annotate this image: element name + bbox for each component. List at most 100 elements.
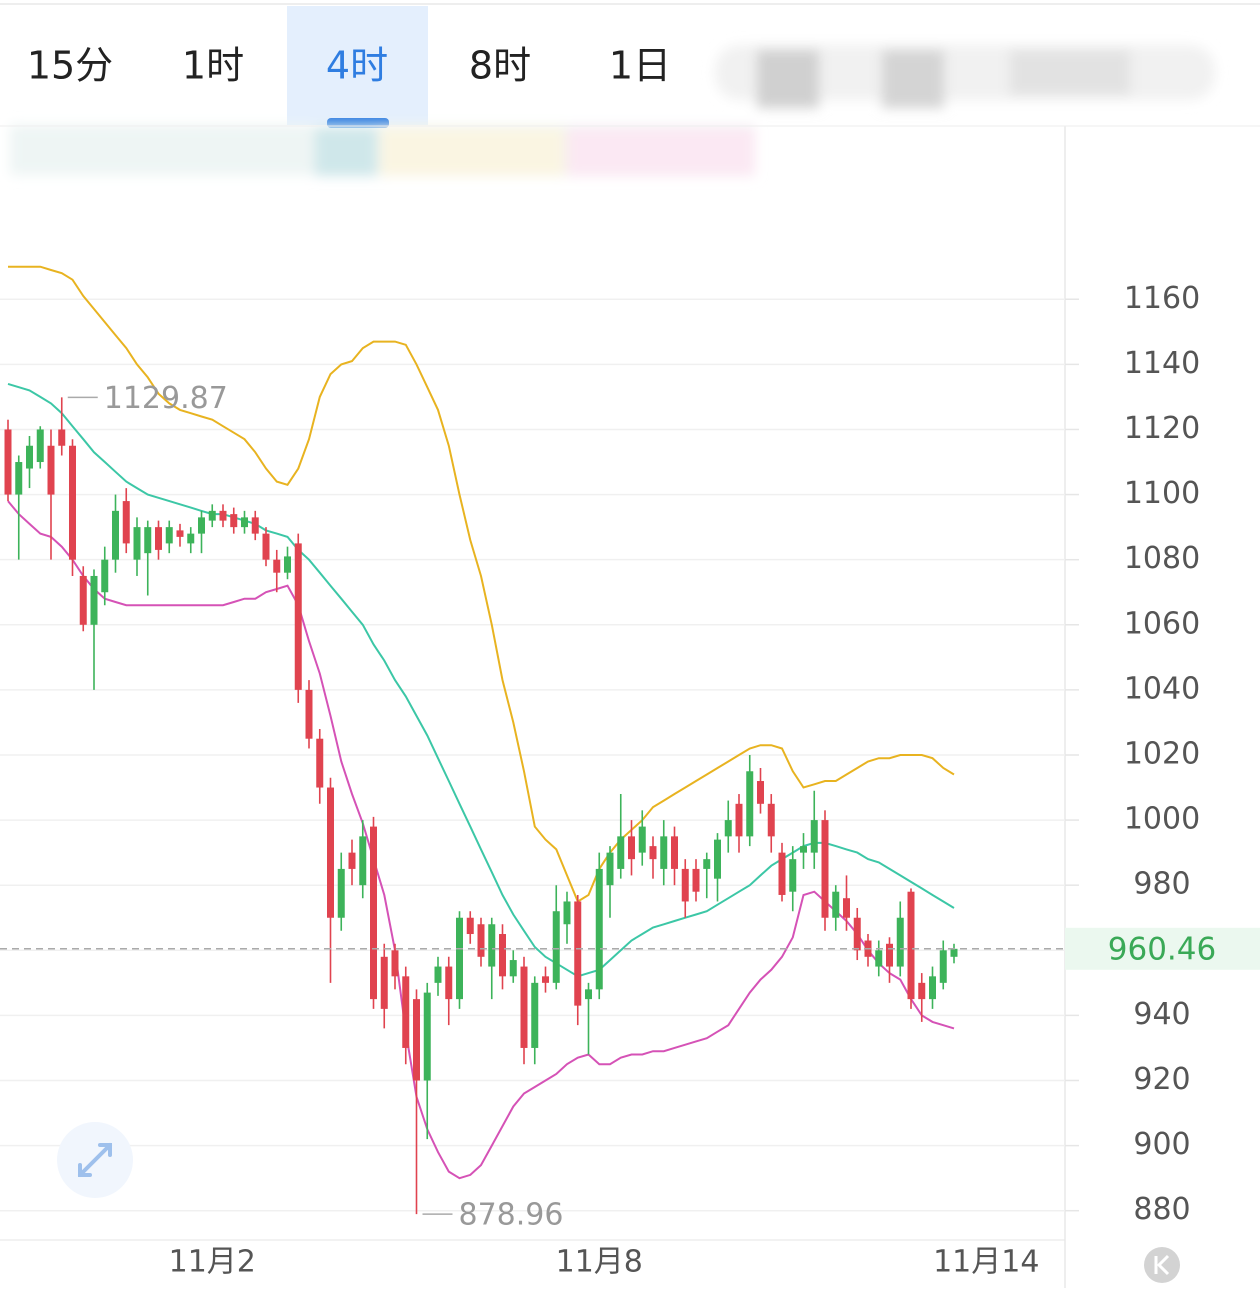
kline-icon: [1154, 1254, 1170, 1276]
candle-body: [445, 966, 453, 1000]
candle-body: [886, 943, 893, 967]
candle-body: [757, 781, 764, 804]
kline-button[interactable]: [1144, 1247, 1180, 1283]
candle-body: [359, 836, 367, 886]
candle-body: [90, 575, 98, 625]
candle-body: [327, 787, 334, 918]
candle-body: [101, 559, 109, 593]
tab[interactable]: 4时: [326, 44, 388, 88]
candle-body: [348, 852, 356, 869]
candle-body: [251, 517, 259, 534]
blurred-block: [315, 128, 377, 176]
candle-body: [413, 999, 420, 1081]
candle-body: [735, 803, 743, 837]
candle-body: [606, 852, 614, 886]
candle-body: [585, 989, 592, 1000]
candle-body: [950, 948, 958, 957]
candle-body: [907, 891, 915, 1000]
candle-body: [789, 859, 797, 892]
candle-body: [531, 982, 539, 1048]
candle-body: [284, 556, 291, 573]
plot-area: [0, 265, 1079, 1215]
candle-body: [79, 575, 87, 625]
extreme-marker-label: 1129.87: [104, 381, 228, 416]
y-tick-label: 1040: [1124, 671, 1200, 706]
candle-body: [821, 820, 829, 918]
candle-body: [380, 956, 388, 1009]
tab[interactable]: 1时: [182, 44, 244, 88]
candle-body: [370, 826, 377, 1000]
candle-body: [617, 836, 625, 869]
y-tick-label: 920: [1133, 1062, 1190, 1097]
candle-body: [681, 868, 689, 902]
blurred-toolbar: [10, 45, 1215, 176]
last-price-box: [1065, 927, 1260, 970]
band-line: [7, 500, 955, 1180]
candle-body: [198, 517, 205, 534]
candle-body: [520, 966, 528, 1048]
candle-body: [26, 445, 33, 469]
candle-body: [241, 517, 248, 528]
y-tick-label: 880: [1133, 1192, 1190, 1227]
candle-body: [456, 917, 463, 1000]
candle-body: [4, 429, 12, 495]
candle-body: [703, 859, 711, 869]
candle-body: [305, 689, 313, 739]
candle-body: [724, 820, 732, 837]
y-tick-label: 1140: [1124, 346, 1200, 381]
candle-body: [208, 510, 216, 521]
tab[interactable]: 8时: [469, 44, 531, 88]
candle-body: [273, 559, 281, 573]
y-tick-label: 980: [1133, 867, 1190, 902]
candle-body: [187, 533, 195, 544]
candle-body: [563, 901, 571, 925]
candle-body: [36, 429, 44, 463]
candle-body: [144, 527, 152, 554]
y-tick-label: 1100: [1124, 476, 1200, 511]
candle-body: [638, 826, 646, 853]
candle-body: [660, 836, 668, 869]
candle-body: [15, 462, 23, 495]
candle-body: [714, 839, 721, 879]
candle-body: [466, 917, 474, 935]
candle-body: [262, 533, 270, 560]
candle-body: [671, 836, 678, 869]
candle-body: [434, 966, 442, 983]
blurred-block: [882, 50, 944, 108]
blurred-block: [567, 128, 755, 176]
tab[interactable]: 1日: [609, 44, 671, 88]
candle-body: [133, 527, 141, 560]
expand-icon: [78, 1143, 112, 1177]
candle-body: [853, 917, 861, 951]
last-price-label: 960.46: [1108, 931, 1216, 967]
candle-body: [574, 901, 582, 1006]
candle-body: [155, 527, 162, 550]
candle-body: [552, 911, 560, 983]
candle-body: [219, 510, 227, 521]
candle-body: [58, 429, 66, 446]
candle-body: [112, 510, 119, 560]
candle-body: [165, 527, 173, 544]
y-tick-label: 1120: [1124, 411, 1200, 446]
candle-body: [832, 891, 840, 918]
candle-body: [423, 992, 431, 1081]
candle-body: [509, 960, 517, 977]
tab[interactable]: 15分: [27, 44, 113, 88]
candle-body: [778, 852, 786, 895]
candle-body: [843, 898, 850, 918]
candle-body: [488, 924, 496, 967]
y-tick-label: 1080: [1124, 541, 1200, 576]
candle-body: [230, 514, 238, 528]
candle-body: [800, 846, 807, 853]
candle-body: [918, 982, 926, 1000]
y-tick-label: 940: [1133, 997, 1190, 1032]
candle-body: [316, 738, 324, 788]
candle-body: [477, 924, 485, 957]
y-tick-label: 1060: [1124, 606, 1200, 641]
y-tick-label: 1160: [1124, 281, 1200, 316]
candle-body: [47, 445, 55, 495]
candle-body: [595, 868, 603, 990]
